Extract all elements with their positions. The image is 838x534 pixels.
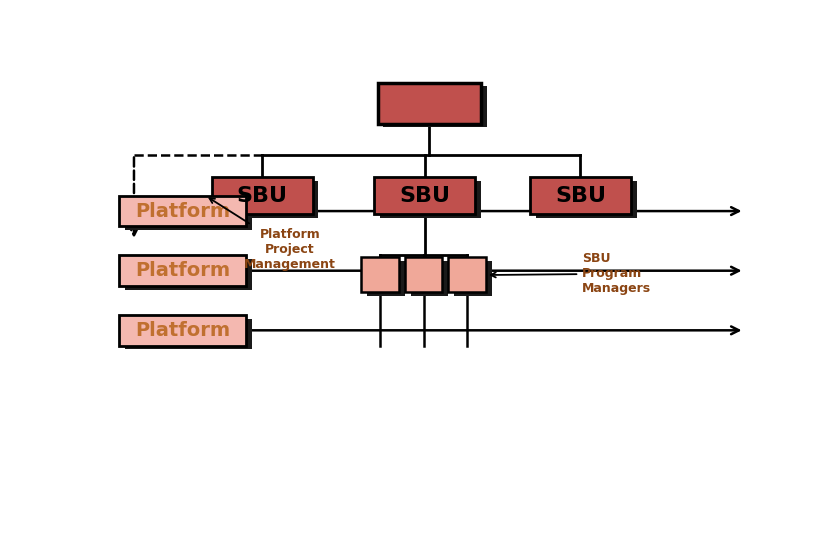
Bar: [454, 261, 492, 296]
Bar: [405, 257, 442, 292]
Bar: [448, 257, 486, 292]
Text: Platform
Project
Management: Platform Project Management: [210, 198, 336, 271]
Bar: [367, 261, 405, 296]
Bar: [125, 319, 251, 349]
Bar: [530, 177, 631, 214]
Text: SBU: SBU: [237, 186, 287, 206]
Text: Platform: Platform: [135, 201, 230, 221]
Bar: [377, 83, 481, 124]
Bar: [375, 177, 475, 214]
Text: SBU: SBU: [555, 186, 606, 206]
Bar: [383, 87, 487, 128]
Bar: [119, 195, 246, 226]
Bar: [119, 315, 246, 345]
Bar: [361, 257, 399, 292]
Text: SBU
Program
Managers: SBU Program Managers: [491, 252, 651, 295]
Bar: [212, 177, 313, 214]
Bar: [119, 255, 246, 286]
Bar: [411, 261, 448, 296]
Bar: [125, 259, 251, 290]
Text: Platform: Platform: [135, 261, 230, 280]
Bar: [380, 181, 481, 218]
Bar: [125, 199, 251, 230]
Text: Platform: Platform: [135, 321, 230, 340]
Bar: [536, 181, 637, 218]
Text: SBU: SBU: [399, 186, 450, 206]
Bar: [218, 181, 318, 218]
